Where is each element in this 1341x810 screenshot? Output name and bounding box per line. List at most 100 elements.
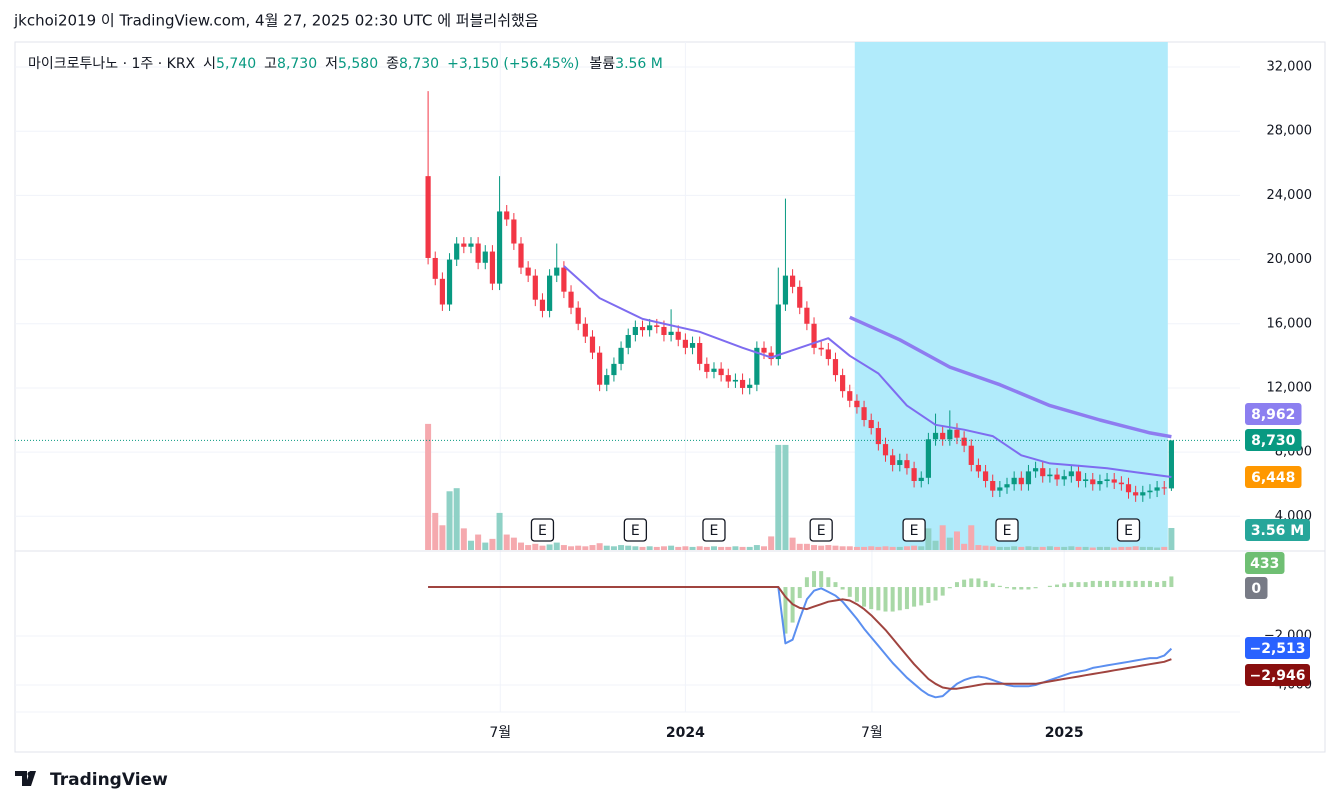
volume-bar <box>732 546 739 550</box>
candle-body <box>496 211 503 284</box>
candle-body <box>811 323 817 348</box>
macd-histogram-bar <box>890 587 895 612</box>
candle-body <box>1090 479 1096 485</box>
candle-body <box>932 432 939 440</box>
candle-body <box>546 275 553 311</box>
volume-bar <box>1132 546 1139 550</box>
event-marker <box>623 518 648 542</box>
y-tick-label: 16,000 <box>1267 316 1313 331</box>
price-label-box <box>1245 466 1302 488</box>
price-label: 433 <box>1250 556 1279 572</box>
candle-body <box>582 323 588 337</box>
volume-bar <box>510 537 517 550</box>
volume-bar <box>453 488 460 550</box>
volume-bar <box>446 491 453 550</box>
volume-bar <box>425 423 432 550</box>
event-marker <box>902 518 926 542</box>
volume-bar <box>568 546 575 550</box>
volume-bar <box>1111 547 1118 550</box>
volume-bar <box>1011 546 1018 550</box>
volume-bar <box>718 546 725 550</box>
candle-body <box>475 243 481 263</box>
logo-dot <box>27 771 33 777</box>
macd-histogram-bar <box>1026 587 1031 590</box>
macd-histogram-bar <box>1055 584 1060 588</box>
candle-body <box>911 468 917 482</box>
y-tick-label: 28,000 <box>1267 124 1313 139</box>
candle-body <box>868 420 874 429</box>
candle-body <box>890 455 896 465</box>
candle-body <box>561 267 567 292</box>
volume-bar <box>432 512 439 550</box>
candle-body <box>739 379 746 388</box>
candle-body <box>647 325 653 331</box>
volume-bar <box>518 542 525 550</box>
volume-bar <box>1039 546 1046 550</box>
candle-body <box>990 481 996 491</box>
volume-bar <box>889 546 896 550</box>
y-tick-label: 12,000 <box>1267 380 1313 395</box>
price-label: 3.56 M <box>1251 523 1304 539</box>
macd-histogram-bar <box>847 587 852 597</box>
candle-body <box>854 400 860 408</box>
volume-bar <box>768 536 775 550</box>
macd-histogram-bar <box>1062 583 1067 588</box>
legend-volume-label: 볼륨 <box>589 56 615 72</box>
volume-bar <box>489 538 496 550</box>
event-marker <box>530 518 555 542</box>
price-label-box <box>1245 577 1268 599</box>
volume-bar <box>939 525 946 550</box>
candle-body <box>804 307 810 324</box>
volume-bar <box>503 534 510 550</box>
macd-histogram-bar <box>933 587 938 601</box>
candle-body <box>1147 490 1153 493</box>
candle-body <box>525 267 531 276</box>
volume-bar <box>989 546 996 550</box>
candle-body <box>925 439 931 478</box>
candle-body <box>918 477 924 482</box>
volume-bar <box>932 540 939 550</box>
candle-body <box>439 278 445 305</box>
candle-body <box>1168 440 1174 489</box>
macd-histogram-bar <box>819 571 824 588</box>
macd-histogram-bar <box>912 587 917 607</box>
legend-field-label: 저 <box>325 56 338 72</box>
volume-bar <box>811 545 818 550</box>
volume-bar <box>1168 527 1175 550</box>
macd-histogram-bar <box>962 579 967 588</box>
volume-bar <box>861 546 868 550</box>
candle-body <box>675 331 681 340</box>
legend: 마이크로투나노 · 1주 · KRX 시5,740 고8,730 저5,580 종8,7… <box>28 56 663 72</box>
price-label-box <box>1245 552 1285 574</box>
legend-field-value: 8,730 <box>399 56 439 72</box>
candle-body <box>1125 484 1132 493</box>
macd-histogram-bar <box>926 587 931 603</box>
moving-average <box>849 315 1172 439</box>
candle-body <box>454 243 460 260</box>
volume-bar <box>1139 546 1146 550</box>
volume-bar <box>918 546 925 550</box>
volume-bar <box>953 531 960 550</box>
volume-bar <box>1096 546 1103 550</box>
candle-body <box>554 267 560 276</box>
volume-bar <box>696 546 703 550</box>
candle-body <box>711 368 717 372</box>
x-tick-label: 2024 <box>666 725 705 741</box>
y-tick-label: 24,000 <box>1267 188 1313 203</box>
legend-field-label: 시 <box>203 56 216 72</box>
candle-body <box>468 243 474 247</box>
volume-bar <box>1018 546 1025 550</box>
candle-body <box>797 286 803 308</box>
x-tick-label: 7월 <box>489 725 511 741</box>
candle-body <box>1047 474 1053 477</box>
price-label: 0 <box>1251 581 1261 597</box>
candle-body <box>461 243 467 247</box>
candle-body <box>589 336 596 353</box>
volume-bar <box>803 543 810 550</box>
moving-average <box>563 265 1172 478</box>
candle-body <box>539 299 546 311</box>
candle-body <box>489 251 496 284</box>
macd-histogram-bar <box>1047 585 1052 588</box>
price-label-box <box>1245 664 1310 686</box>
macd-histogram-bar <box>862 587 867 607</box>
